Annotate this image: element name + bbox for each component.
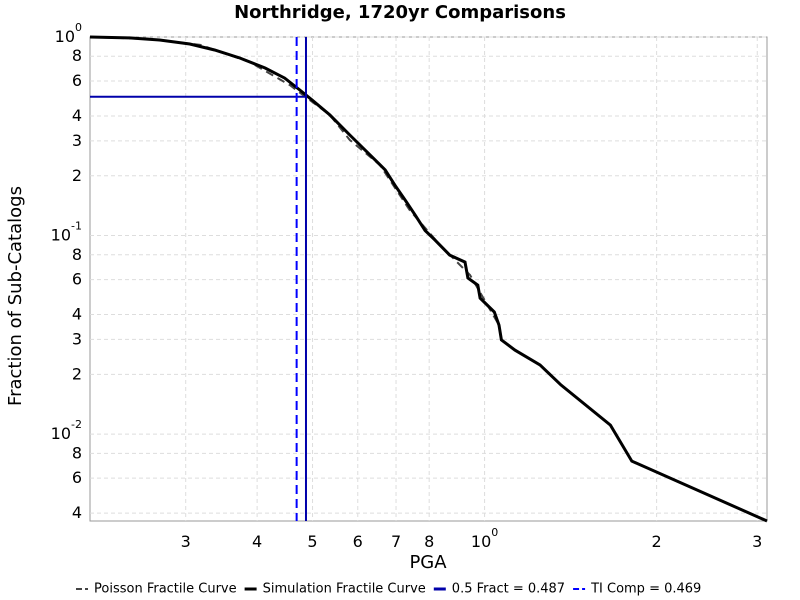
y-tick-label: 6 bbox=[72, 468, 82, 487]
tick-text: 4 bbox=[72, 503, 82, 522]
x-tick-label: 5 bbox=[307, 532, 317, 551]
tick-text: 10 bbox=[55, 27, 75, 46]
tick-exponent: -1 bbox=[71, 220, 82, 233]
tick-text: 10 bbox=[471, 532, 491, 551]
y-tick-label: 6 bbox=[72, 269, 82, 288]
tick-text: 4 bbox=[72, 304, 82, 323]
tick-text: 8 bbox=[72, 443, 82, 462]
tick-text: 2 bbox=[72, 165, 82, 184]
y-tick-label: 8 bbox=[72, 443, 82, 462]
y-tick-label: 10-1 bbox=[51, 220, 82, 245]
legend-label: Simulation Fractile Curve bbox=[263, 582, 426, 597]
tick-text: 3 bbox=[181, 532, 191, 551]
tick-text: 5 bbox=[307, 532, 317, 551]
tick-text: 3 bbox=[752, 532, 762, 551]
tick-text: 7 bbox=[391, 532, 401, 551]
legend-label: Poisson Fractile Curve bbox=[94, 582, 237, 597]
tick-text: 3 bbox=[72, 329, 82, 348]
x-tick-label: 3 bbox=[181, 532, 191, 551]
tick-text: 8 bbox=[72, 244, 82, 263]
tick-text: 8 bbox=[72, 46, 82, 65]
legend-label: TI Comp = 0.469 bbox=[590, 582, 701, 597]
x-tick-label: 7 bbox=[391, 532, 401, 551]
y-tick-label: 3 bbox=[72, 329, 82, 348]
y-tick-label: 4 bbox=[72, 106, 82, 125]
tick-text: 6 bbox=[72, 269, 82, 288]
tick-text: 4 bbox=[252, 532, 262, 551]
tick-text: 4 bbox=[72, 106, 82, 125]
y-tick-label: 4 bbox=[72, 304, 82, 323]
y-tick-label: 3 bbox=[72, 130, 82, 149]
tick-text: 2 bbox=[652, 532, 662, 551]
x-tick-label: 2 bbox=[652, 532, 662, 551]
tick-text: 6 bbox=[72, 468, 82, 487]
tick-exponent: 0 bbox=[491, 526, 498, 539]
tick-text: 6 bbox=[353, 532, 363, 551]
y-tick-label: 100 bbox=[55, 21, 82, 46]
series-line bbox=[89, 35, 768, 523]
tick-text: 8 bbox=[424, 532, 434, 551]
tick-text: 10 bbox=[51, 225, 71, 244]
y-tick-label: 10-2 bbox=[51, 418, 82, 443]
x-tick-label: 4 bbox=[252, 532, 262, 551]
y-tick-label: 2 bbox=[72, 364, 82, 383]
y-tick-label: 8 bbox=[72, 46, 82, 65]
y-tick-label: 6 bbox=[72, 71, 82, 90]
x-tick-label: 8 bbox=[424, 532, 434, 551]
tick-text: 6 bbox=[72, 71, 82, 90]
x-axis-label: PGA bbox=[409, 552, 447, 573]
y-tick-label: 8 bbox=[72, 244, 82, 263]
tick-text: 2 bbox=[72, 364, 82, 383]
y-tick-label: 4 bbox=[72, 503, 82, 522]
tick-text: 3 bbox=[72, 130, 82, 149]
plot-area bbox=[89, 36, 768, 522]
y-axis-label: Fraction of Sub-Catalogs bbox=[5, 186, 26, 406]
y-tick-label: 2 bbox=[72, 165, 82, 184]
tick-exponent: 0 bbox=[75, 21, 82, 34]
x-tick-label: 100 bbox=[471, 526, 498, 551]
legend-label: 0.5 Fract = 0.487 bbox=[452, 582, 565, 597]
x-tick-label: 6 bbox=[353, 532, 363, 551]
x-tick-label: 3 bbox=[752, 532, 762, 551]
tick-text: 10 bbox=[51, 424, 71, 443]
tick-exponent: -2 bbox=[71, 418, 82, 431]
chart-title: Northridge, 1720yr Comparisons bbox=[234, 2, 566, 23]
